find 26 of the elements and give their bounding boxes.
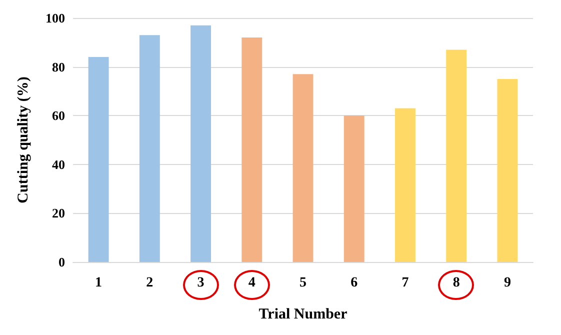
y-tick-label: 0 — [58, 254, 65, 270]
y-tick-label: 40 — [52, 156, 65, 172]
x-tick-label: 2 — [146, 276, 154, 290]
bar — [292, 74, 314, 262]
x-tick-label: 3 — [197, 276, 204, 290]
bar — [395, 108, 416, 262]
x-tick-label: 6 — [350, 276, 358, 290]
bar — [344, 116, 364, 262]
y-tick-label: 60 — [52, 108, 65, 124]
x-tick-label: 5 — [300, 276, 306, 290]
x-tick-label: 1 — [95, 276, 102, 290]
x-tick-label: 9 — [504, 276, 511, 290]
bar — [88, 57, 109, 262]
bar — [139, 35, 160, 262]
x-axis-title: Trial Number — [258, 306, 348, 322]
y-tick-label: 100 — [46, 10, 65, 26]
x-tick-label: 8 — [452, 276, 460, 290]
y-tick-label: 20 — [52, 206, 65, 221]
bar — [242, 38, 262, 262]
bar — [190, 25, 211, 262]
y-axis-title: Cutting quality (%) — [16, 76, 32, 204]
y-tick-label: 80 — [52, 59, 65, 74]
x-tick-label: 7 — [402, 276, 409, 290]
bar — [497, 79, 518, 262]
bar — [446, 50, 467, 262]
x-tick-label: 4 — [248, 276, 256, 290]
